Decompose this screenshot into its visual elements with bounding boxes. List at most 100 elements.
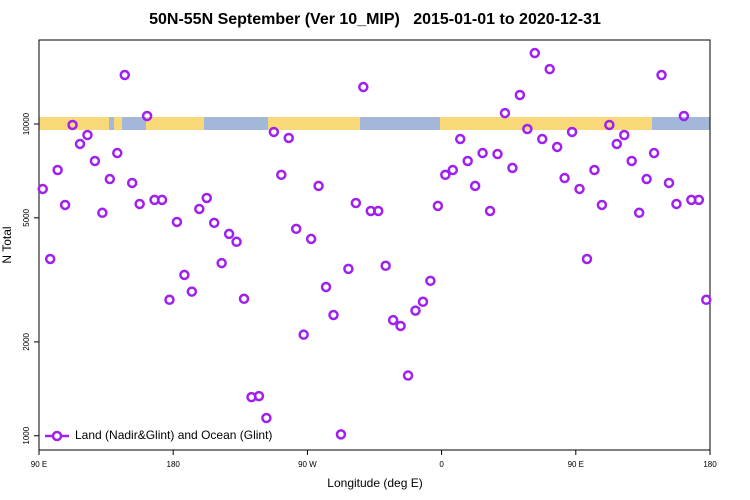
y-tick-label: 5000 [22, 208, 31, 226]
data-point [156, 194, 168, 206]
data-point [164, 294, 175, 306]
data-point [335, 429, 347, 440]
x-tick-label: 0 [439, 460, 444, 469]
data-point [328, 309, 339, 321]
y-axis-label: N Total [0, 226, 14, 263]
data-point [216, 257, 227, 269]
data-point [59, 199, 71, 211]
data-point [432, 200, 444, 212]
data-point [469, 180, 481, 192]
data-point [663, 177, 675, 189]
data-point [387, 314, 399, 326]
data-point [447, 164, 459, 176]
data-point [648, 147, 660, 159]
data-point [507, 162, 518, 174]
data-point [402, 370, 414, 381]
data-point [44, 253, 56, 265]
data-point [417, 296, 429, 308]
data-point [305, 233, 317, 245]
data-point [529, 47, 541, 59]
x-tick-label: 90 E [31, 460, 47, 469]
data-point [268, 126, 280, 138]
data-point [231, 236, 242, 248]
data-point [134, 198, 145, 210]
data-point [52, 164, 63, 176]
data-point [544, 63, 555, 75]
data-point [313, 180, 324, 192]
data-point [253, 390, 265, 402]
data-point [261, 412, 272, 424]
y-tick-label: 10000 [22, 112, 31, 135]
plot-frame [38, 39, 711, 451]
data-point [37, 183, 48, 195]
data-point [89, 155, 101, 167]
data-point [171, 216, 183, 228]
data-point [619, 129, 630, 141]
data-point [477, 147, 488, 159]
legend-marker [51, 430, 63, 442]
land-band [114, 117, 122, 130]
data-point [119, 69, 130, 81]
data-point [112, 147, 123, 159]
chart-title: 50N-55N September (Ver 10_MIP) 2015-01-0… [149, 11, 601, 28]
data-point [67, 119, 78, 131]
data-point [298, 329, 309, 340]
data-point [678, 110, 690, 122]
data-point [551, 141, 563, 153]
land-band [146, 117, 204, 130]
data-point [194, 203, 205, 215]
data-point [559, 172, 570, 184]
data-point [492, 148, 503, 160]
data-point [693, 194, 705, 206]
data-point [320, 281, 332, 293]
data-point [514, 89, 526, 101]
data-point [596, 199, 608, 211]
data-point [276, 169, 287, 181]
x-axis-label: Longitude (deg E) [327, 476, 422, 490]
data-point [581, 253, 593, 265]
x-tick-label: 180 [703, 460, 717, 469]
data-point [343, 263, 354, 275]
data-point [223, 228, 235, 240]
data-point [350, 197, 362, 209]
x-tick-label: 90 E [568, 460, 584, 469]
data-point [604, 119, 615, 131]
data-point [358, 81, 369, 93]
data-point [656, 69, 667, 81]
x-tick-label: 180 [167, 460, 181, 469]
data-point [574, 183, 585, 195]
data-point [283, 132, 295, 144]
data-point [104, 173, 116, 185]
data-point [410, 305, 421, 316]
data-point [238, 293, 250, 305]
data-point [633, 207, 645, 219]
data-point [97, 207, 108, 219]
land-ocean-band [39, 117, 710, 130]
data-point [440, 169, 451, 181]
data-point [522, 123, 533, 135]
data-point [537, 133, 548, 145]
x-tick-label: 90 W [298, 460, 317, 469]
data-point [208, 217, 220, 229]
data-point [462, 155, 473, 167]
data-point [484, 205, 496, 217]
data-point [425, 275, 436, 287]
y-tick-label: 2000 [22, 332, 31, 350]
data-point [126, 177, 138, 189]
data-point [701, 294, 712, 306]
data-point [82, 129, 93, 141]
data-point [179, 269, 190, 281]
land-band [440, 117, 652, 130]
data-point [141, 110, 153, 122]
land-band [39, 117, 109, 130]
data-point [186, 286, 198, 297]
data-point [372, 205, 384, 217]
data-point [74, 138, 86, 150]
data-point [499, 107, 511, 119]
data-point [395, 320, 406, 332]
legend-label: Land (Nadir&Glint) and Ocean (Glint) [75, 428, 272, 442]
data-point [290, 223, 302, 235]
data-point [611, 138, 623, 150]
